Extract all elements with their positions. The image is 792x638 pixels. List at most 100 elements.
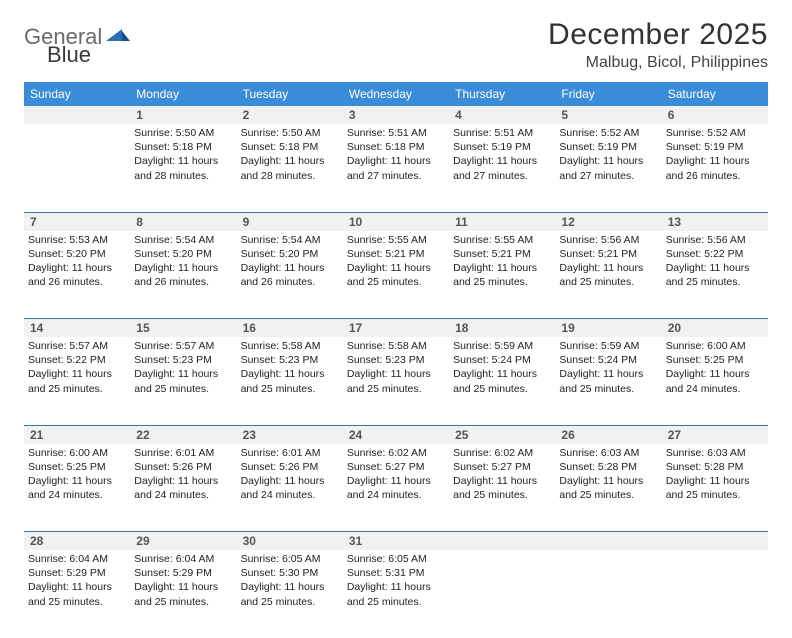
- day-cell: [24, 124, 130, 212]
- day-number-cell: 5: [555, 106, 661, 124]
- day-details: Sunrise: 6:02 AMSunset: 5:27 PMDaylight:…: [453, 444, 551, 503]
- day-cell: Sunrise: 6:02 AMSunset: 5:27 PMDaylight:…: [449, 444, 555, 532]
- day-number-cell: 21: [24, 425, 130, 444]
- sunset-line: Sunset: 5:31 PM: [347, 566, 445, 580]
- sunrise-line: Sunrise: 5:56 AM: [666, 233, 764, 247]
- day-number-cell: 10: [343, 212, 449, 231]
- day-number-cell: [555, 532, 661, 551]
- daylight-line: Daylight: 11 hours and 25 minutes.: [28, 580, 126, 608]
- daylight-line: Daylight: 11 hours and 25 minutes.: [134, 367, 232, 395]
- sunset-line: Sunset: 5:24 PM: [453, 353, 551, 367]
- day-cell: Sunrise: 6:03 AMSunset: 5:28 PMDaylight:…: [555, 444, 661, 532]
- sunrise-line: Sunrise: 5:50 AM: [134, 126, 232, 140]
- day-cell: Sunrise: 5:54 AMSunset: 5:20 PMDaylight:…: [237, 231, 343, 319]
- day-number-cell: 19: [555, 319, 661, 338]
- day-cell: Sunrise: 5:52 AMSunset: 5:19 PMDaylight:…: [662, 124, 768, 212]
- sunset-line: Sunset: 5:22 PM: [666, 247, 764, 261]
- day-cell: Sunrise: 6:05 AMSunset: 5:30 PMDaylight:…: [237, 550, 343, 638]
- sunrise-line: Sunrise: 5:53 AM: [28, 233, 126, 247]
- weekday-header: Monday: [130, 82, 236, 106]
- daylight-line: Daylight: 11 hours and 25 minutes.: [559, 367, 657, 395]
- day-number-row: 21222324252627: [24, 425, 768, 444]
- daylight-line: Daylight: 11 hours and 25 minutes.: [453, 474, 551, 502]
- daylight-line: Daylight: 11 hours and 25 minutes.: [347, 261, 445, 289]
- day-cell: Sunrise: 6:00 AMSunset: 5:25 PMDaylight:…: [24, 444, 130, 532]
- day-number-cell: [449, 532, 555, 551]
- day-details: Sunrise: 5:55 AMSunset: 5:21 PMDaylight:…: [347, 231, 445, 290]
- day-content-row: Sunrise: 6:00 AMSunset: 5:25 PMDaylight:…: [24, 444, 768, 532]
- day-number-cell: 15: [130, 319, 236, 338]
- day-number-cell: 17: [343, 319, 449, 338]
- header: General Blue December 2025 Malbug, Bicol…: [24, 18, 768, 72]
- daylight-line: Daylight: 11 hours and 27 minutes.: [453, 154, 551, 182]
- weekday-header: Friday: [555, 82, 661, 106]
- day-cell: Sunrise: 5:50 AMSunset: 5:18 PMDaylight:…: [237, 124, 343, 212]
- day-number-cell: 8: [130, 212, 236, 231]
- daylight-line: Daylight: 11 hours and 25 minutes.: [28, 367, 126, 395]
- daylight-line: Daylight: 11 hours and 26 minutes.: [28, 261, 126, 289]
- sunset-line: Sunset: 5:26 PM: [134, 460, 232, 474]
- day-details: Sunrise: 6:04 AMSunset: 5:29 PMDaylight:…: [134, 550, 232, 609]
- day-number-cell: 2: [237, 106, 343, 124]
- sunrise-line: Sunrise: 5:57 AM: [134, 339, 232, 353]
- day-cell: [555, 550, 661, 638]
- day-number-cell: 20: [662, 319, 768, 338]
- day-number-row: 78910111213: [24, 212, 768, 231]
- day-number-cell: 18: [449, 319, 555, 338]
- day-cell: Sunrise: 5:51 AMSunset: 5:18 PMDaylight:…: [343, 124, 449, 212]
- day-number-cell: 25: [449, 425, 555, 444]
- day-details: Sunrise: 6:01 AMSunset: 5:26 PMDaylight:…: [134, 444, 232, 503]
- sunset-line: Sunset: 5:28 PM: [559, 460, 657, 474]
- day-number-cell: 24: [343, 425, 449, 444]
- day-number-cell: 16: [237, 319, 343, 338]
- daylight-line: Daylight: 11 hours and 28 minutes.: [134, 154, 232, 182]
- day-number-row: 123456: [24, 106, 768, 124]
- sunrise-line: Sunrise: 5:55 AM: [453, 233, 551, 247]
- weekday-header: Wednesday: [343, 82, 449, 106]
- daylight-line: Daylight: 11 hours and 24 minutes.: [347, 474, 445, 502]
- day-cell: Sunrise: 6:03 AMSunset: 5:28 PMDaylight:…: [662, 444, 768, 532]
- day-cell: Sunrise: 6:00 AMSunset: 5:25 PMDaylight:…: [662, 337, 768, 425]
- sunset-line: Sunset: 5:19 PM: [559, 140, 657, 154]
- location-label: Malbug, Bicol, Philippines: [548, 54, 768, 72]
- brand-icon: [106, 25, 130, 50]
- day-details: Sunrise: 5:55 AMSunset: 5:21 PMDaylight:…: [453, 231, 551, 290]
- day-cell: Sunrise: 5:52 AMSunset: 5:19 PMDaylight:…: [555, 124, 661, 212]
- sunset-line: Sunset: 5:29 PM: [28, 566, 126, 580]
- sunrise-line: Sunrise: 6:00 AM: [28, 446, 126, 460]
- day-details: Sunrise: 6:02 AMSunset: 5:27 PMDaylight:…: [347, 444, 445, 503]
- day-cell: Sunrise: 5:58 AMSunset: 5:23 PMDaylight:…: [343, 337, 449, 425]
- sunset-line: Sunset: 5:26 PM: [241, 460, 339, 474]
- sunset-line: Sunset: 5:23 PM: [241, 353, 339, 367]
- day-cell: Sunrise: 5:56 AMSunset: 5:21 PMDaylight:…: [555, 231, 661, 319]
- day-cell: Sunrise: 5:55 AMSunset: 5:21 PMDaylight:…: [449, 231, 555, 319]
- weekday-header: Tuesday: [237, 82, 343, 106]
- day-details: Sunrise: 6:03 AMSunset: 5:28 PMDaylight:…: [666, 444, 764, 503]
- day-details: Sunrise: 5:58 AMSunset: 5:23 PMDaylight:…: [347, 337, 445, 396]
- brand-logo: General Blue: [24, 24, 130, 50]
- sunrise-line: Sunrise: 6:04 AM: [134, 552, 232, 566]
- daylight-line: Daylight: 11 hours and 25 minutes.: [666, 474, 764, 502]
- daylight-line: Daylight: 11 hours and 25 minutes.: [453, 367, 551, 395]
- day-content-row: Sunrise: 5:50 AMSunset: 5:18 PMDaylight:…: [24, 124, 768, 212]
- sunset-line: Sunset: 5:27 PM: [453, 460, 551, 474]
- day-content-row: Sunrise: 5:53 AMSunset: 5:20 PMDaylight:…: [24, 231, 768, 319]
- daylight-line: Daylight: 11 hours and 25 minutes.: [347, 580, 445, 608]
- sunrise-line: Sunrise: 5:51 AM: [347, 126, 445, 140]
- day-cell: Sunrise: 5:57 AMSunset: 5:23 PMDaylight:…: [130, 337, 236, 425]
- sunrise-line: Sunrise: 5:59 AM: [453, 339, 551, 353]
- calendar-header-row: SundayMondayTuesdayWednesdayThursdayFrid…: [24, 82, 768, 106]
- day-number-cell: 9: [237, 212, 343, 231]
- daylight-line: Daylight: 11 hours and 25 minutes.: [559, 474, 657, 502]
- day-details: Sunrise: 5:58 AMSunset: 5:23 PMDaylight:…: [241, 337, 339, 396]
- daylight-line: Daylight: 11 hours and 26 minutes.: [134, 261, 232, 289]
- day-details: Sunrise: 6:03 AMSunset: 5:28 PMDaylight:…: [559, 444, 657, 503]
- daylight-line: Daylight: 11 hours and 27 minutes.: [347, 154, 445, 182]
- weekday-header: Sunday: [24, 82, 130, 106]
- page-title: December 2025: [548, 18, 768, 52]
- day-details: Sunrise: 5:50 AMSunset: 5:18 PMDaylight:…: [134, 124, 232, 183]
- day-number-cell: [662, 532, 768, 551]
- day-number-cell: 26: [555, 425, 661, 444]
- day-number-cell: 7: [24, 212, 130, 231]
- day-cell: Sunrise: 5:57 AMSunset: 5:22 PMDaylight:…: [24, 337, 130, 425]
